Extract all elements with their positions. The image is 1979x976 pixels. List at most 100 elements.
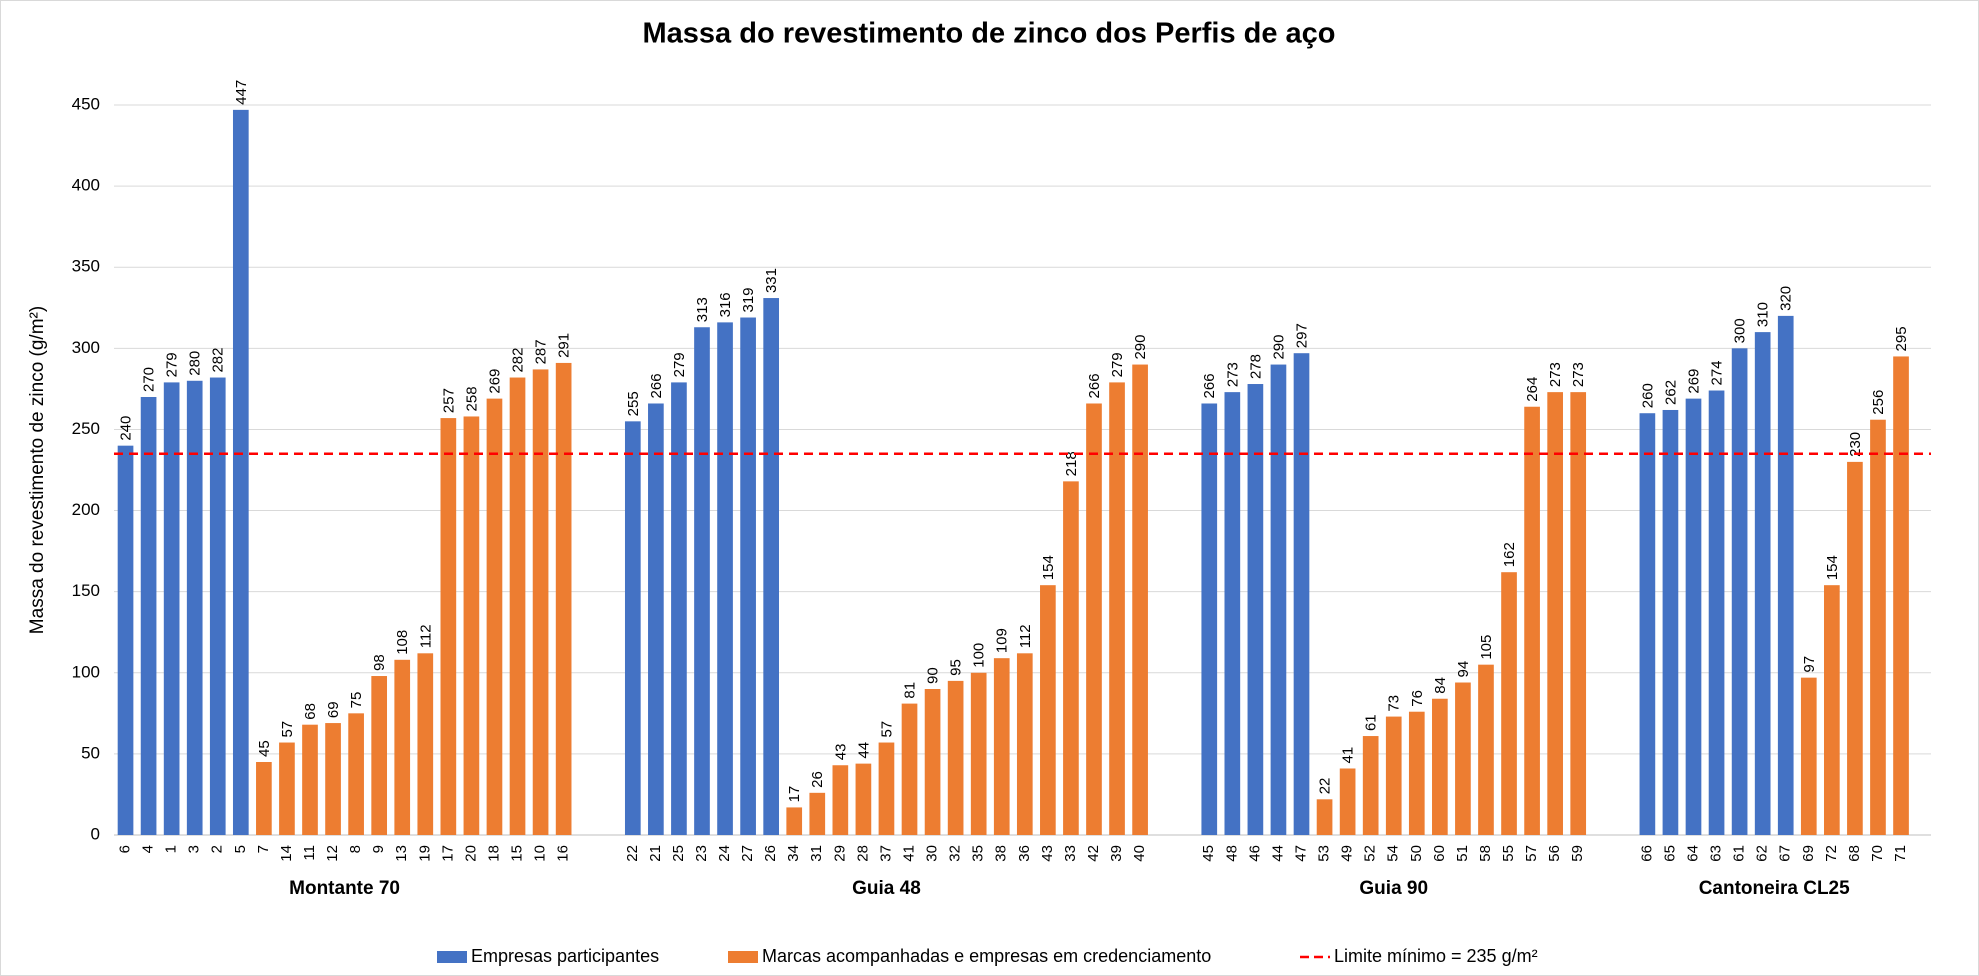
y-tick-label: 400 — [72, 176, 100, 195]
bar — [1824, 585, 1840, 835]
data-label: 273 — [1224, 362, 1241, 387]
x-tick-label: 45 — [1200, 845, 1217, 862]
x-tick-label: 49 — [1339, 845, 1356, 862]
data-label: 269 — [1685, 369, 1702, 394]
x-tick-label: 15 — [508, 845, 525, 862]
bar — [1662, 409, 1679, 835]
data-label: 44 — [855, 742, 872, 759]
bar — [1685, 398, 1702, 835]
data-label: 75 — [348, 692, 365, 709]
group-label: Montante 70 — [289, 878, 400, 899]
data-label: 331 — [763, 268, 780, 293]
bar — [901, 703, 918, 835]
bar — [947, 680, 964, 835]
bar — [1570, 392, 1587, 835]
x-tick-label: 56 — [1546, 845, 1563, 862]
bar — [878, 742, 895, 835]
bar — [924, 689, 941, 835]
data-label: 270 — [141, 367, 158, 392]
x-tick-label: 20 — [462, 845, 479, 862]
x-tick-label: 40 — [1131, 845, 1148, 862]
data-label: 100 — [971, 643, 988, 668]
bar — [209, 377, 226, 835]
legend-label: Marcas acompanhadas e empresas em creden… — [762, 946, 1211, 966]
bar — [1016, 653, 1033, 835]
bar — [1754, 332, 1771, 835]
x-tick-label: 37 — [877, 845, 894, 862]
bar — [417, 653, 434, 835]
bar — [1063, 481, 1079, 835]
x-tick-label: 68 — [1846, 845, 1863, 862]
x-tick-label: 72 — [1823, 845, 1840, 862]
data-label: 269 — [486, 369, 503, 394]
x-tick-label: 38 — [993, 845, 1010, 862]
data-label: 112 — [417, 624, 434, 648]
bar — [855, 763, 872, 835]
group-label: Guia 90 — [1359, 878, 1428, 899]
x-tick-label: 43 — [1039, 845, 1056, 862]
x-tick-label: 9 — [370, 845, 387, 853]
y-tick-label: 300 — [72, 338, 100, 357]
x-tick-label: 34 — [785, 845, 802, 862]
data-label: 319 — [740, 287, 757, 312]
bar — [1339, 768, 1356, 835]
data-label: 26 — [809, 771, 826, 788]
bar — [1408, 711, 1425, 835]
x-tick-label: 53 — [1316, 845, 1333, 862]
x-tick-label: 3 — [186, 845, 203, 853]
data-label: 279 — [164, 352, 181, 377]
data-label: 282 — [509, 348, 526, 373]
data-label: 258 — [463, 386, 480, 411]
data-label: 22 — [1317, 778, 1334, 795]
bar — [1708, 390, 1725, 835]
data-label: 154 — [1824, 555, 1841, 580]
data-label: 90 — [925, 667, 942, 684]
x-tick-label: 69 — [1800, 845, 1817, 862]
data-label: 255 — [625, 391, 642, 416]
x-tick-label: 7 — [255, 845, 272, 853]
x-tick-label: 19 — [416, 845, 433, 862]
x-tick-label: 31 — [808, 845, 825, 862]
bar — [532, 369, 549, 835]
bar — [371, 676, 388, 835]
legend-label: Empresas participantes — [471, 946, 659, 966]
x-tick-label: 32 — [947, 845, 964, 862]
legend-label: Limite mínimo = 235 g/m² — [1334, 946, 1538, 966]
data-label: 76 — [1409, 690, 1426, 707]
bar — [555, 362, 572, 835]
x-tick-label: 26 — [762, 845, 779, 862]
y-tick-label: 0 — [91, 824, 100, 843]
bar — [1040, 585, 1056, 835]
bar — [302, 724, 318, 835]
bar — [786, 807, 803, 835]
data-label: 262 — [1662, 380, 1679, 405]
data-label: 280 — [187, 351, 204, 376]
y-tick-label: 50 — [81, 743, 100, 762]
bar — [648, 403, 664, 835]
data-label: 95 — [948, 659, 965, 676]
bar — [1316, 799, 1333, 835]
x-tick-label: 4 — [140, 845, 157, 853]
x-tick-label: 21 — [647, 845, 664, 862]
x-tick-label: 62 — [1754, 845, 1771, 862]
x-tick-label: 58 — [1477, 845, 1494, 862]
x-tick-label: 2 — [209, 845, 226, 853]
y-tick-label: 100 — [72, 662, 100, 681]
data-label: 84 — [1432, 677, 1449, 694]
x-tick-label: 24 — [716, 845, 733, 862]
data-label: 68 — [302, 703, 319, 720]
data-label: 240 — [117, 416, 134, 441]
bar — [440, 418, 457, 835]
y-axis-title: Massa do revestimento de zinco (g/m²) — [27, 306, 48, 634]
bar — [1362, 736, 1379, 835]
bar — [1731, 348, 1748, 835]
bar — [763, 298, 780, 835]
bar — [1501, 572, 1517, 835]
x-tick-label: 70 — [1869, 845, 1886, 862]
data-label: 273 — [1570, 362, 1587, 387]
bar — [1086, 403, 1102, 835]
data-label: 97 — [1801, 656, 1818, 673]
bar — [1224, 392, 1241, 835]
x-tick-label: 16 — [555, 845, 572, 862]
x-tick-label: 39 — [1108, 845, 1125, 862]
